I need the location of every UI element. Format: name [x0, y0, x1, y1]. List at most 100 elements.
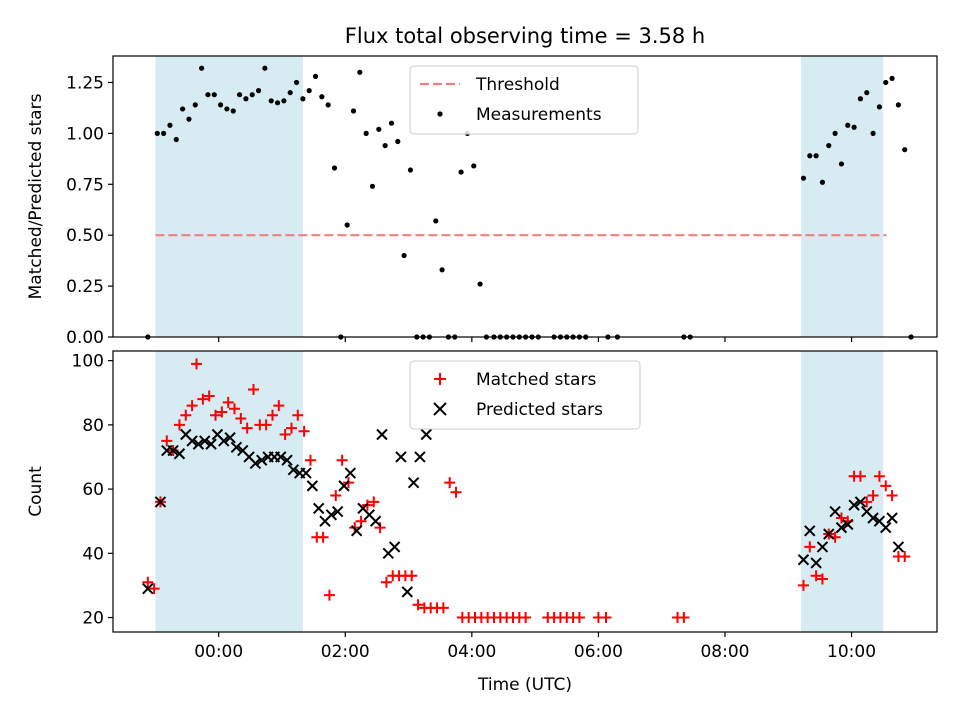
- bottom-point-0-68: [600, 612, 612, 624]
- bottom-panel: 20 40 60 80 100 00:00 02:00 04:00 06:00 08:00 10:0…: [26, 350, 938, 695]
- bottom-point-0-20: [266, 409, 278, 421]
- bottom-point-0-28: [317, 531, 329, 543]
- bottom-point-1-46: [810, 557, 822, 569]
- bottom-point-0-11: [210, 409, 222, 421]
- top-axes-frame: [112, 55, 938, 338]
- bottom-point-0-72: [804, 541, 816, 553]
- top-point-0-15: [243, 96, 249, 102]
- bottom-point-0-71: [797, 579, 809, 591]
- top-point-0-82: [864, 90, 870, 96]
- bottom-xtick-label-2: 04:00: [447, 642, 496, 662]
- top-legend-label-0: Threshold: [475, 75, 560, 95]
- bottom-point-1-16: [249, 457, 262, 470]
- top-point-0-39: [395, 138, 401, 145]
- bottom-point-0-42: [406, 570, 418, 582]
- bottom-point-1-28: [325, 509, 338, 521]
- bottom-point-0-24: [292, 409, 304, 421]
- bottom-legend-handle-1: [433, 402, 447, 416]
- top-point-0-2: [161, 130, 167, 136]
- top-ytick-label-2: 0.50: [66, 226, 104, 246]
- top-ytick-label-1: 0.25: [66, 277, 104, 297]
- bottom-point-1-12: [224, 432, 236, 444]
- bottom-point-0-26: [304, 454, 316, 466]
- top-point-0-19: [268, 98, 274, 104]
- top-point-0-76: [826, 142, 832, 149]
- bottom-ytick-label-2: 60: [82, 480, 104, 500]
- bottom-point-1-59: [892, 541, 905, 553]
- top-ytick-label-4: 1.00: [66, 124, 104, 144]
- bottom-point-1-42: [414, 451, 426, 463]
- bottom-point-1-17: [256, 454, 268, 466]
- bottom-point-0-5: [173, 419, 185, 431]
- bottom-legend-label-1: Predicted stars: [476, 400, 603, 420]
- bottom-point-0-70: [678, 612, 690, 624]
- bottom-point-0-19: [260, 419, 272, 431]
- top-point-0-73: [807, 153, 813, 159]
- bottom-legend-label-0: Matched stars: [476, 370, 596, 390]
- bottom-point-1-30: [338, 480, 350, 492]
- bottom-point-0-23: [285, 422, 297, 434]
- bottom-legend: Matched stars Predicted stars: [409, 360, 641, 430]
- top-point-0-26: [312, 73, 319, 79]
- top-point-0-17: [255, 88, 262, 94]
- bottom-point-1-3: [167, 444, 179, 457]
- top-point-0-24: [300, 96, 306, 102]
- top-point-0-18: [262, 65, 268, 71]
- top-point-0-33: [357, 69, 363, 75]
- top-point-0-25: [306, 88, 312, 94]
- top-point-0-83: [870, 130, 876, 136]
- bottom-point-1-8: [199, 435, 211, 447]
- top-ytick-label-5: 1.25: [66, 73, 104, 93]
- top-point-0-20: [274, 100, 281, 106]
- bottom-point-0-29: [323, 589, 335, 601]
- bottom-point-0-77: [835, 512, 847, 524]
- top-point-0-77: [832, 130, 838, 136]
- bottom-point-0-31: [336, 454, 348, 466]
- top-point-0-14: [236, 92, 243, 98]
- top-point-0-12: [224, 106, 230, 112]
- top-point-0-9: [205, 92, 211, 98]
- bottom-point-0-47: [437, 602, 449, 614]
- top-point-0-34: [363, 130, 369, 136]
- bottom-shaded-interval-1: [800, 351, 884, 632]
- bottom-point-1-38: [388, 541, 401, 553]
- bottom-point-1-24: [300, 467, 312, 479]
- bottom-point-1-25: [306, 480, 319, 492]
- bottom-point-1-40: [401, 586, 413, 598]
- bottom-point-0-21: [273, 400, 285, 412]
- top-point-0-3: [167, 122, 173, 128]
- top-legend-label-1: Measurements: [476, 105, 602, 125]
- top-point-0-7: [192, 102, 198, 108]
- bottom-point-1-9: [205, 438, 217, 450]
- top-point-0-36: [376, 126, 382, 132]
- bottom-point-1-7: [192, 438, 205, 450]
- bottom-xtick-label-5: 10:00: [827, 642, 876, 662]
- bottom-point-0-13: [222, 396, 234, 408]
- bottom-axes-frame: [112, 350, 938, 633]
- bottom-point-1-58: [886, 512, 898, 524]
- bottom-point-1-6: [186, 435, 198, 447]
- figure-title: Flux total observing time = 3.58 h: [345, 24, 705, 48]
- bottom-point-0-8: [191, 358, 203, 370]
- bottom-point-0-12: [216, 406, 228, 418]
- bottom-legend-handle-0: [434, 373, 446, 385]
- top-legend-handle-1: [437, 111, 443, 117]
- bottom-point-0-9: [197, 393, 209, 405]
- bottom-point-0-10: [203, 390, 215, 402]
- bottom-point-0-0: [142, 576, 154, 588]
- bottom-xtick-label-0: 00:00: [194, 642, 243, 662]
- top-point-0-40: [401, 252, 407, 259]
- bottom-point-0-7: [186, 400, 198, 412]
- bottom-point-1-52: [848, 499, 860, 511]
- top-point-0-49: [458, 169, 464, 175]
- bottom-point-1-11: [218, 435, 230, 447]
- top-point-0-10: [211, 92, 217, 98]
- bottom-xtick-label-1: 02:00: [321, 642, 370, 662]
- top-point-0-86: [889, 75, 895, 81]
- bottom-point-0-1: [148, 583, 160, 595]
- top-ytick-label-0: 0.00: [66, 328, 104, 348]
- top-point-0-8: [199, 65, 205, 71]
- top-point-0-31: [344, 222, 350, 228]
- bottom-point-1-44: [797, 554, 810, 566]
- bottom-point-0-80: [854, 470, 866, 482]
